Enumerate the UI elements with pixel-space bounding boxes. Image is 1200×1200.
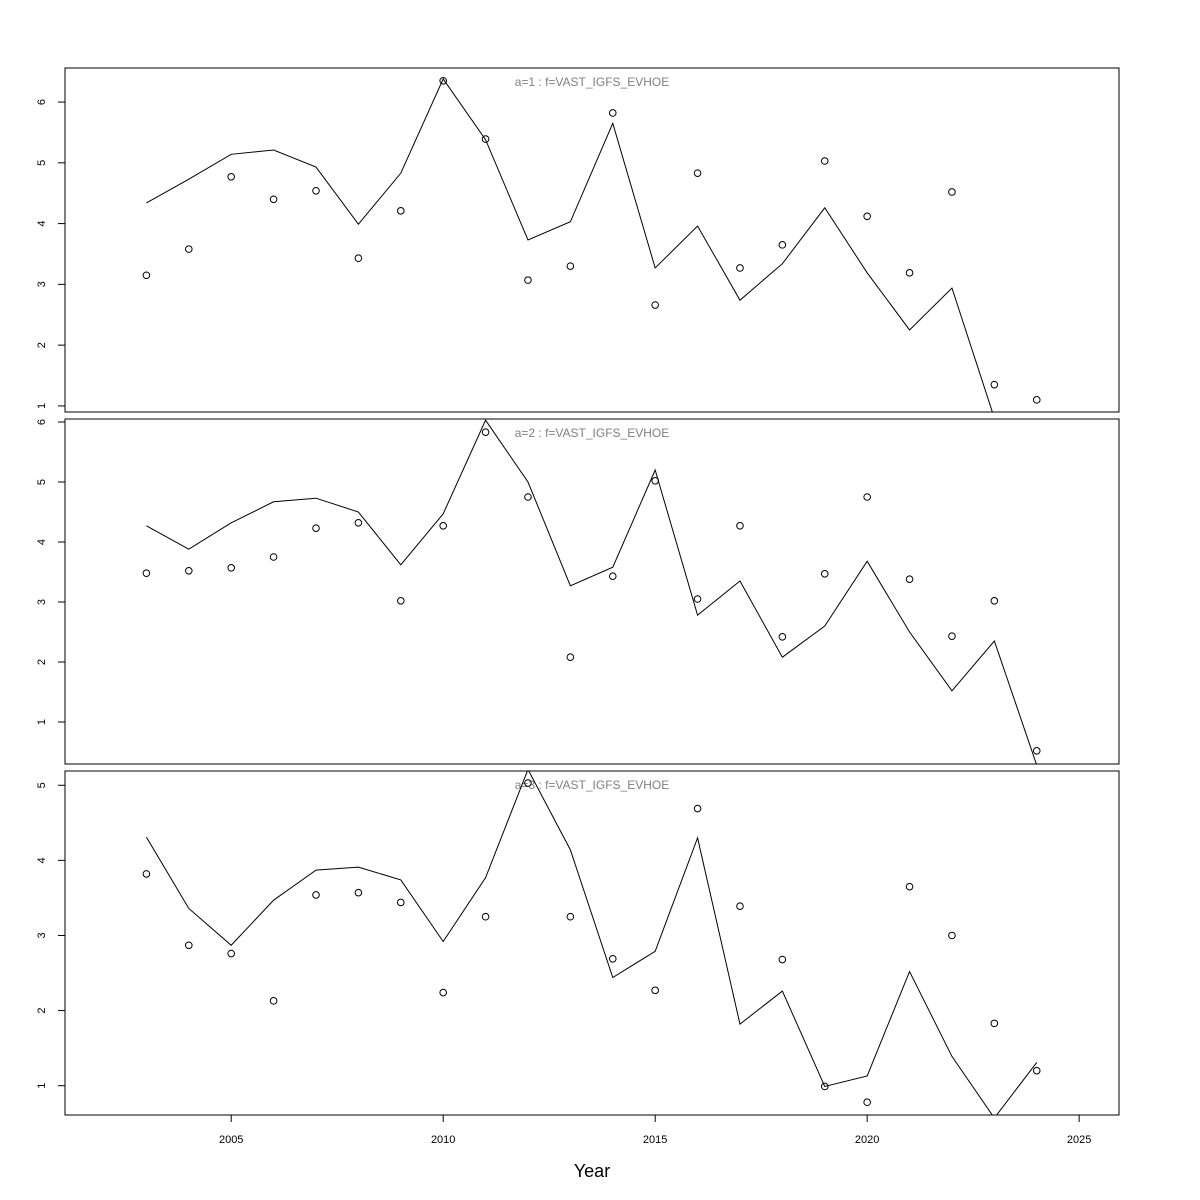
data-point (820, 570, 829, 578)
y-tick-label: 6 (36, 99, 48, 105)
y-tick-label: 3 (36, 281, 48, 287)
data-point (524, 779, 532, 787)
data-point (651, 986, 659, 995)
data-point (396, 898, 405, 907)
y-tick-label: 2 (36, 342, 48, 348)
x-tick-label: 2005 (219, 1134, 243, 1146)
y-tick-label: 4 (36, 857, 48, 863)
data-point (185, 567, 193, 575)
data-point (354, 254, 363, 263)
data-point (778, 633, 787, 641)
data-point (863, 1098, 871, 1107)
data-point (820, 1082, 829, 1091)
data-point (481, 912, 490, 921)
data-point (185, 245, 193, 253)
data-point (227, 564, 235, 572)
panel-title: a=3 : f=VAST_IGFS_EVHOE (515, 778, 670, 792)
data-point (312, 524, 320, 533)
data-point (948, 931, 956, 940)
data-point (693, 804, 702, 813)
y-tick-label: 4 (36, 539, 48, 545)
y-tick-label: 5 (36, 160, 48, 166)
fit-line (146, 419, 1037, 764)
data-point (269, 997, 278, 1005)
data-point (905, 882, 914, 891)
data-point (481, 428, 490, 437)
data-point (354, 888, 363, 897)
y-tick-label: 2 (36, 1008, 48, 1014)
y-tick-label: 2 (36, 659, 48, 665)
data-point (269, 195, 278, 204)
fit-line (146, 77, 993, 412)
y-tick-label: 4 (36, 221, 48, 227)
data-point (905, 269, 914, 277)
plot-frame (64, 770, 1120, 1116)
data-point (990, 597, 999, 605)
y-tick-label: 1 (36, 403, 48, 409)
x-axis-title: Year (574, 1161, 610, 1181)
data-point (990, 1019, 999, 1028)
fit-line (145, 771, 1038, 1115)
data-point (269, 553, 278, 561)
data-point (990, 380, 999, 389)
data-point (227, 172, 235, 181)
data-point (439, 76, 447, 85)
data-point (736, 902, 744, 910)
data-point (142, 271, 151, 280)
data-point (608, 572, 617, 581)
data-point (863, 493, 871, 501)
data-point (227, 949, 235, 958)
data-point (566, 653, 575, 662)
data-point (693, 169, 702, 177)
data-point (142, 870, 151, 878)
data-point (142, 569, 151, 578)
data-point (481, 135, 490, 143)
data-point (1032, 396, 1041, 404)
data-point (312, 186, 320, 195)
data-point (905, 575, 914, 584)
y-tick-label: 5 (36, 782, 48, 788)
y-tick-label: 3 (36, 599, 48, 605)
data-point (439, 522, 447, 530)
panel-title: a=1 : f=VAST_IGFS_EVHOE (515, 75, 670, 89)
data-point (524, 276, 532, 284)
y-tick-label: 1 (36, 1083, 48, 1089)
panel-title: a=2 : f=VAST_IGFS_EVHOE (515, 426, 670, 440)
data-point (948, 632, 956, 641)
x-tick-label: 2010 (431, 1134, 455, 1146)
plot-frame (64, 418, 1120, 765)
data-point (736, 522, 744, 530)
data-point (566, 912, 575, 921)
data-point (439, 988, 447, 997)
data-point (1032, 1066, 1041, 1075)
data-point (354, 519, 363, 527)
data-point (948, 188, 956, 196)
data-point (608, 954, 617, 963)
data-point (608, 109, 617, 117)
y-tick-label: 1 (36, 719, 48, 725)
data-point (736, 264, 744, 272)
data-point (1032, 747, 1041, 755)
data-point (566, 262, 575, 270)
data-point (185, 941, 193, 950)
data-point (778, 955, 787, 964)
x-tick-label: 2025 (1067, 1134, 1091, 1146)
y-tick-label: 6 (36, 419, 48, 425)
data-point (820, 157, 829, 165)
data-point (863, 212, 871, 221)
data-point (693, 595, 702, 603)
y-tick-label: 3 (36, 932, 48, 938)
data-point (312, 891, 320, 899)
data-point (396, 597, 405, 605)
data-point (396, 207, 405, 215)
y-tick-label: 5 (36, 479, 48, 485)
data-point (524, 493, 532, 501)
data-point (651, 301, 659, 309)
plot-frame (64, 67, 1120, 413)
x-tick-label: 2020 (855, 1134, 879, 1146)
data-point (778, 241, 787, 249)
x-tick-label: 2015 (643, 1134, 667, 1146)
